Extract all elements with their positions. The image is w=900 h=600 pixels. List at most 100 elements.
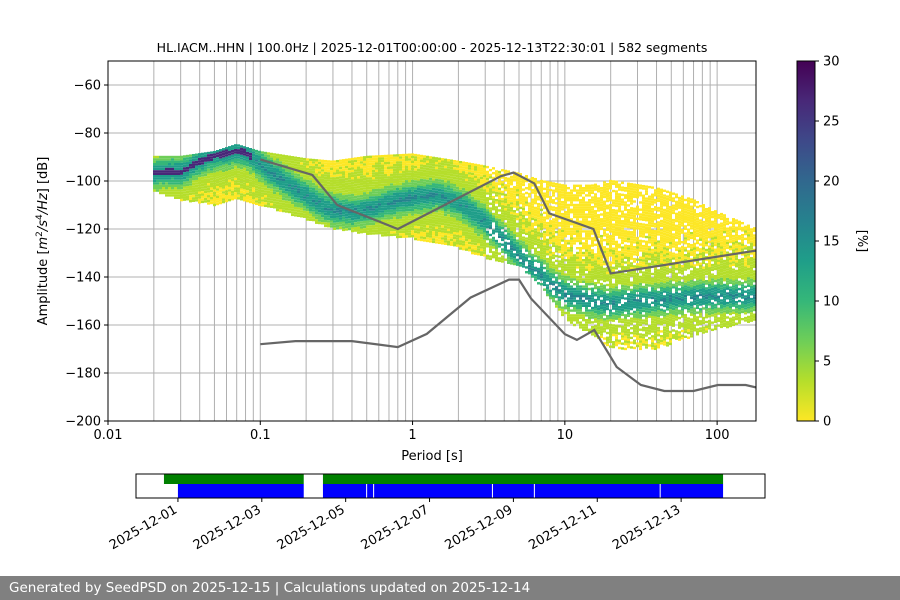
density-cell <box>558 183 561 186</box>
density-cell <box>465 176 468 179</box>
density-cell <box>606 315 609 318</box>
density-cell <box>525 232 528 236</box>
density-cell <box>261 182 264 185</box>
density-cell <box>390 226 393 229</box>
density-cell <box>345 216 348 219</box>
density-cell <box>192 170 195 174</box>
density-cell <box>204 171 207 174</box>
density-cell <box>426 162 429 166</box>
density-cell <box>573 187 576 190</box>
density-cell <box>156 184 159 187</box>
density-cell <box>609 292 612 296</box>
density-cell <box>603 250 606 254</box>
density-cell <box>225 187 228 191</box>
density-cell <box>444 189 447 193</box>
density-cell <box>579 314 582 317</box>
density-cell <box>471 218 474 221</box>
density-cell <box>531 263 534 266</box>
density-cell <box>261 204 264 207</box>
density-cell <box>456 167 459 171</box>
density-cell <box>360 187 363 191</box>
density-cell <box>246 192 249 196</box>
density-cell <box>189 173 192 177</box>
density-cell <box>387 197 390 201</box>
density-cell <box>408 175 411 178</box>
density-cell <box>453 215 456 218</box>
density-cell <box>444 216 447 219</box>
density-cell <box>303 203 306 206</box>
density-cell <box>528 187 531 191</box>
density-cell <box>522 222 525 225</box>
density-cell <box>573 208 576 211</box>
density-cell <box>570 256 573 259</box>
density-cell <box>615 276 618 280</box>
density-cell <box>252 160 255 164</box>
density-cell <box>585 311 588 315</box>
density-cell <box>402 163 405 166</box>
density-cell <box>414 199 417 202</box>
density-cell <box>570 309 573 312</box>
density-cell <box>345 218 348 222</box>
density-cell <box>336 167 339 170</box>
density-cell <box>513 258 516 261</box>
density-cell <box>567 304 570 307</box>
density-cell <box>204 166 207 170</box>
density-cell <box>468 179 471 182</box>
density-cell <box>378 159 381 163</box>
density-cell <box>585 213 588 216</box>
density-cell <box>408 232 411 236</box>
density-cell <box>480 222 483 225</box>
density-cell <box>540 254 543 257</box>
density-cell <box>516 177 519 180</box>
density-cell <box>213 150 216 154</box>
density-cell <box>402 170 405 174</box>
density-cell <box>552 268 555 272</box>
density-cell <box>468 244 471 247</box>
density-cell <box>492 219 495 223</box>
density-cell <box>228 167 231 171</box>
density-cell <box>384 162 387 165</box>
density-cell <box>513 190 516 194</box>
density-cell <box>483 244 486 247</box>
density-cell <box>462 221 465 224</box>
density-cell <box>447 219 450 222</box>
density-cell <box>234 148 237 152</box>
density-cell <box>384 181 387 184</box>
density-cell <box>546 205 549 208</box>
density-cell <box>483 213 486 216</box>
density-cell <box>327 167 330 170</box>
density-cell <box>267 173 270 177</box>
density-cell <box>486 233 489 236</box>
density-cell <box>510 226 513 229</box>
density-cell <box>432 223 435 227</box>
density-cell <box>267 152 270 155</box>
density-cell <box>273 196 276 199</box>
density-cell <box>264 183 267 186</box>
density-cell <box>537 214 540 218</box>
density-cell <box>378 176 381 180</box>
density-cell <box>153 177 156 180</box>
density-cell <box>561 224 564 228</box>
density-cell <box>333 220 336 223</box>
density-cell <box>549 215 552 218</box>
density-cell <box>327 189 330 192</box>
density-cell <box>489 216 492 220</box>
density-cell <box>351 172 354 175</box>
density-cell <box>585 290 588 293</box>
density-cell <box>288 155 291 158</box>
density-cell <box>447 233 450 236</box>
density-cell <box>414 213 417 217</box>
density-cell <box>540 179 543 183</box>
density-cell <box>588 280 591 283</box>
density-cell <box>435 202 438 206</box>
density-cell <box>615 223 618 227</box>
density-cell <box>585 201 588 204</box>
density-cell <box>531 191 534 194</box>
density-cell <box>465 210 468 213</box>
density-cell <box>201 162 204 165</box>
density-cell <box>486 192 489 195</box>
density-cell <box>597 276 600 279</box>
density-cell <box>558 284 561 287</box>
density-cell <box>231 197 234 201</box>
density-cell <box>609 266 612 269</box>
